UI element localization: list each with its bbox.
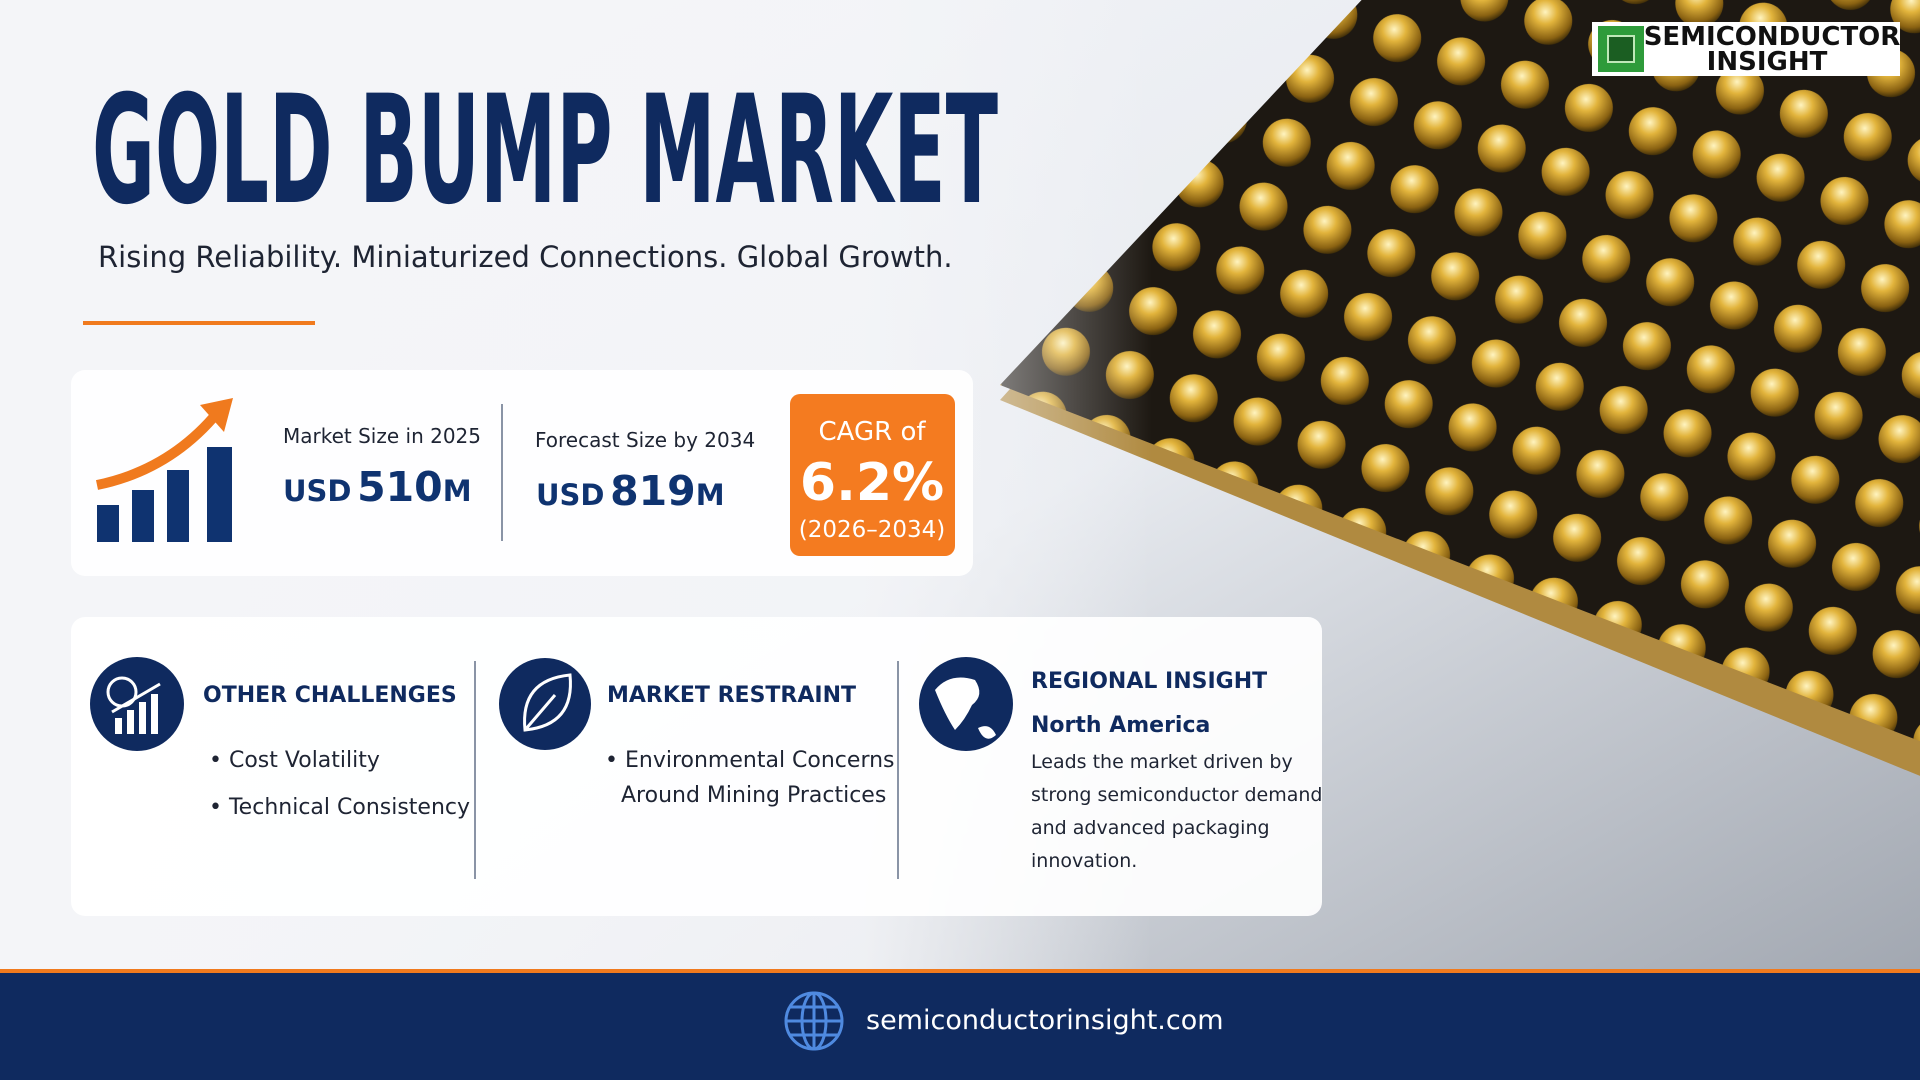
cagr-value: 6.2% — [800, 453, 944, 513]
metric-label: Market Size in 2025 — [283, 424, 481, 448]
growth-icon — [95, 398, 233, 542]
bullet-text: Technical Consistency — [228, 795, 470, 820]
cagr-label: CAGR of — [818, 417, 926, 447]
metric-value: USD 819M — [536, 467, 725, 515]
bullet-text: Environmental Concerns — [625, 748, 895, 773]
bullet: • Environmental Concerns — [605, 748, 895, 773]
amount: 819 — [610, 467, 696, 515]
insights-card: OTHER CHALLENGES • Cost Volatility • Tec… — [71, 617, 1322, 916]
restraint-icon — [499, 658, 591, 750]
footer-url: semiconductorinsight.com — [866, 1005, 1224, 1036]
metric-value: USD 510M — [283, 463, 472, 511]
metrics-card: Market Size in 2025 USD 510M Forecast Si… — [71, 370, 973, 576]
panel-heading: MARKET RESTRAINT — [607, 683, 856, 708]
panel-heading: REGIONAL INSIGHT — [1031, 669, 1267, 694]
logo: SEMICONDUCTOR INSIGHT — [1592, 22, 1900, 77]
web-icon — [784, 991, 844, 1051]
bullet-text: Cost Volatility — [229, 748, 380, 773]
region-line: and advanced packaging — [1031, 817, 1270, 839]
region-line: strong semiconductor demand — [1031, 784, 1322, 806]
logo-text: SEMICONDUCTOR — [1644, 22, 1901, 52]
unit: M — [696, 478, 725, 512]
region-line: innovation. — [1031, 850, 1137, 872]
title: GOLD BUMP MARKET — [92, 64, 998, 238]
region-text: Leads the market driven by strong semicon… — [1031, 751, 1322, 872]
bullet: • Technical Consistency — [209, 795, 470, 820]
unit: M — [443, 474, 472, 508]
region: North America — [1031, 713, 1210, 738]
logo-text: INSIGHT — [1707, 47, 1828, 77]
footer: semiconductorinsight.com — [0, 969, 1920, 1080]
accent-line — [83, 321, 315, 325]
region-line: Leads the market driven by — [1031, 751, 1293, 773]
bullet-text: Around Mining Practices — [621, 783, 886, 808]
amount: 510 — [357, 463, 443, 511]
currency: USD — [536, 478, 605, 512]
challenge-icon — [90, 657, 184, 751]
panel-heading: OTHER CHALLENGES — [203, 683, 457, 708]
currency: USD — [283, 474, 352, 508]
bullet: • Cost Volatility — [209, 748, 380, 773]
globe-icon — [919, 657, 1013, 751]
subtitle: Rising Reliability. Miniaturized Connect… — [98, 240, 953, 274]
cagr-box — [790, 394, 955, 556]
metric-label: Forecast Size by 2034 — [535, 428, 755, 452]
cagr-period: (2026–2034) — [799, 517, 946, 543]
